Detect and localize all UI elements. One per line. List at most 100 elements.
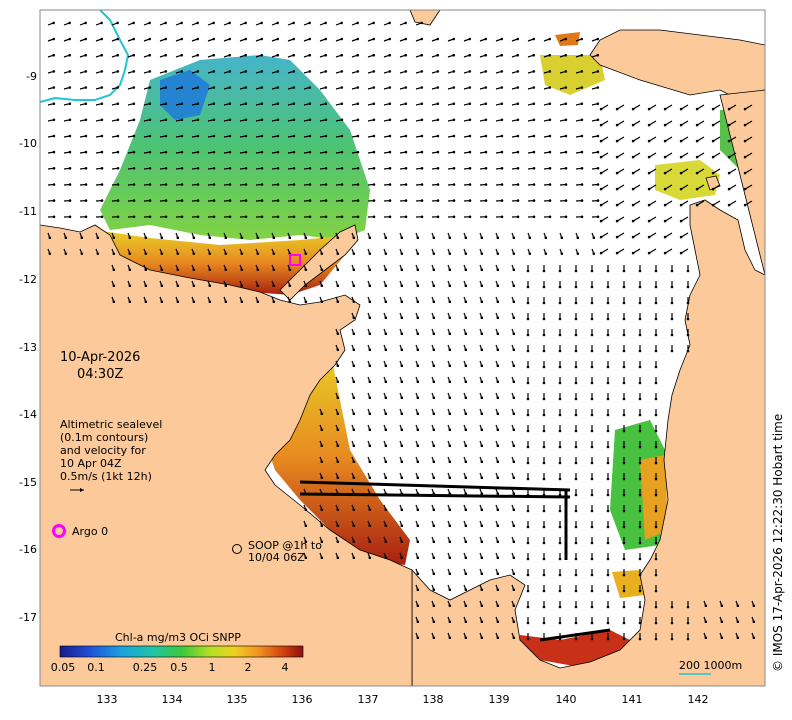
velocity-arrow-head bbox=[533, 86, 536, 89]
velocity-arrow-head bbox=[385, 380, 388, 383]
velocity-arrow-head bbox=[497, 492, 500, 495]
velocity-arrow-head bbox=[639, 542, 642, 545]
velocity-arrow-head bbox=[181, 151, 184, 154]
velocity-arrow-head bbox=[664, 236, 667, 239]
velocity-arrow-head bbox=[353, 396, 356, 399]
velocity-arrow-head bbox=[527, 398, 530, 401]
velocity-arrow-head bbox=[373, 86, 376, 89]
velocity-arrow-head bbox=[581, 216, 584, 219]
velocity-arrow-head bbox=[436, 38, 439, 41]
velocity-arrow-head bbox=[581, 151, 584, 154]
velocity-arrow-head bbox=[639, 398, 642, 401]
velocity-arrow-head bbox=[607, 430, 610, 433]
velocity-arrow-head bbox=[180, 22, 183, 25]
velocity-arrow-head bbox=[655, 494, 658, 497]
velocity-arrow-head bbox=[357, 216, 360, 219]
velocity-arrow-head bbox=[575, 462, 578, 465]
velocity-arrow-head bbox=[632, 252, 635, 255]
velocity-arrow-head bbox=[449, 316, 452, 319]
velocity-arrow-head bbox=[465, 604, 468, 607]
velocity-arrow-head bbox=[623, 462, 626, 465]
velocity-arrow-head bbox=[501, 86, 504, 89]
velocity-arrow-head bbox=[655, 558, 658, 561]
velocity-arrow-head bbox=[513, 252, 516, 255]
velocity-arrow-head bbox=[245, 216, 248, 219]
velocity-arrow-head bbox=[353, 428, 356, 431]
velocity-arrow-head bbox=[527, 430, 530, 433]
velocity-arrow-head bbox=[597, 102, 600, 105]
velocity-arrow-head bbox=[655, 334, 658, 337]
velocity-arrow-head bbox=[632, 220, 635, 223]
velocity-arrow-head bbox=[449, 268, 452, 271]
velocity-arrow-head bbox=[481, 508, 484, 511]
velocity-arrow-head bbox=[417, 348, 420, 351]
velocity-arrow-head bbox=[533, 119, 536, 122]
velocity-arrow-head bbox=[293, 199, 296, 202]
velocity-arrow-head bbox=[117, 135, 120, 138]
velocity-arrow-head bbox=[616, 108, 619, 111]
velocity-arrow-head bbox=[664, 124, 667, 127]
velocity-arrow-head bbox=[421, 199, 424, 202]
velocity-arrow-head bbox=[69, 167, 72, 170]
velocity-arrow-head bbox=[417, 444, 420, 447]
velocity-arrow-head bbox=[209, 236, 212, 239]
velocity-arrow-head bbox=[680, 156, 683, 159]
velocity-arrow-head bbox=[680, 188, 683, 191]
velocity-arrow-head bbox=[607, 446, 610, 449]
velocity-arrow-head bbox=[353, 412, 356, 415]
velocity-arrow-head bbox=[591, 510, 594, 513]
velocity-arrow-head bbox=[565, 183, 568, 186]
velocity-arrow-head bbox=[655, 590, 658, 593]
velocity-arrow-head bbox=[84, 38, 87, 41]
velocity-arrow-head bbox=[273, 300, 276, 303]
velocity-arrow-head bbox=[401, 364, 404, 367]
velocity-arrow-head bbox=[228, 22, 231, 25]
velocity-arrow-head bbox=[389, 151, 392, 154]
lat-tick--11: -11 bbox=[19, 205, 37, 218]
velocity-arrow-head bbox=[337, 252, 340, 255]
velocity-arrow-head bbox=[357, 135, 360, 138]
velocity-arrow-head bbox=[513, 572, 516, 575]
colorbar-tick-0.5: 0.5 bbox=[170, 661, 188, 674]
velocity-arrow-head bbox=[655, 478, 658, 481]
velocity-arrow-head bbox=[85, 167, 88, 170]
velocity-arrow-head bbox=[369, 524, 372, 527]
velocity-arrow-head bbox=[437, 135, 440, 138]
velocity-arrow-head bbox=[85, 216, 88, 219]
velocity-arrow-head bbox=[325, 216, 328, 219]
velocity-arrow-head bbox=[132, 22, 135, 25]
velocity-arrow-head bbox=[513, 444, 516, 447]
velocity-arrow-head bbox=[680, 140, 683, 143]
velocity-arrow-head bbox=[623, 350, 626, 353]
velocity-arrow-head bbox=[245, 135, 248, 138]
velocity-arrow-head bbox=[527, 334, 530, 337]
velocity-arrow-head bbox=[575, 622, 578, 625]
velocity-arrow-head bbox=[68, 38, 71, 41]
velocity-arrow-head bbox=[565, 167, 568, 170]
velocity-arrow-head bbox=[671, 350, 674, 353]
velocity-arrow-head bbox=[68, 54, 71, 57]
velocity-arrow-head bbox=[543, 574, 546, 577]
velocity-arrow-head bbox=[149, 199, 152, 202]
velocity-arrow-head bbox=[632, 108, 635, 111]
velocity-arrow-head bbox=[728, 108, 731, 111]
lat-tick--10: -10 bbox=[19, 137, 37, 150]
velocity-arrow-head bbox=[575, 446, 578, 449]
velocity-arrow-head bbox=[559, 542, 562, 545]
velocity-arrow-head bbox=[680, 204, 683, 207]
velocity-arrow-head bbox=[632, 156, 635, 159]
velocity-arrow-head bbox=[616, 156, 619, 159]
velocity-arrow-head bbox=[277, 135, 280, 138]
velocity-arrow-head bbox=[324, 22, 327, 25]
velocity-arrow-head bbox=[309, 183, 312, 186]
velocity-arrow-head bbox=[527, 558, 530, 561]
velocity-arrow-head bbox=[277, 167, 280, 170]
velocity-arrow-head bbox=[309, 119, 312, 122]
velocity-arrow-head bbox=[433, 460, 436, 463]
velocity-arrow-head bbox=[497, 332, 500, 335]
velocity-arrow-head bbox=[527, 350, 530, 353]
velocity-arrow-head bbox=[607, 590, 610, 593]
velocity-arrow-head bbox=[449, 348, 452, 351]
velocity-arrow-head bbox=[639, 606, 642, 609]
velocity-arrow-head bbox=[293, 102, 296, 105]
